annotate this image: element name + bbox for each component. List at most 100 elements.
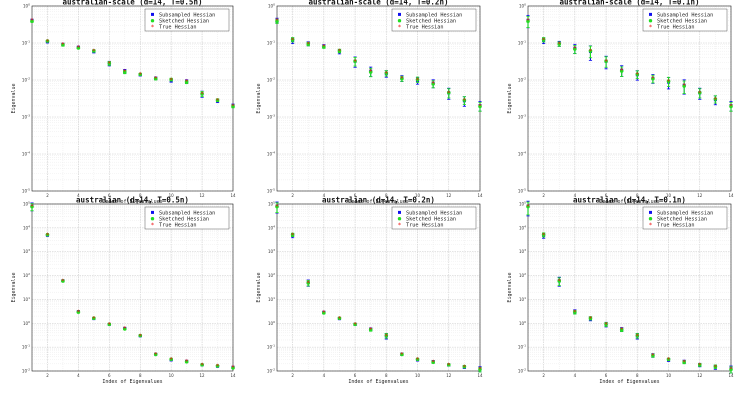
sketched-point [169,357,173,362]
plot-area [277,6,480,191]
legend-marker-sketched [397,19,402,23]
y-tick-label: 100 [519,320,526,326]
sketched-point [306,42,311,46]
sketched-point [619,327,624,332]
true-point: * [354,58,357,65]
true-point: * [139,333,142,340]
legend-box [391,8,477,32]
true-point: * [338,48,341,55]
sketched-point [169,77,173,82]
y-tick-label: 103 [23,248,30,254]
sketched-point [635,72,640,77]
sketched-point [384,333,389,338]
true-point: * [232,365,235,372]
y-tick-label: 100 [268,320,275,326]
legend-marker-subsampled [398,210,401,214]
y-axis-label: Eigenvalue [507,272,513,302]
true-point: * [400,351,403,358]
true-point: * [714,96,717,103]
true-point: * [636,72,639,79]
y-tick-label: 104 [519,224,526,230]
x-tick-label: 6 [354,373,357,378]
legend-box [391,206,477,230]
sketched-point [30,19,34,24]
y-tick-label: 104 [268,224,275,230]
true-point: * [170,77,173,84]
sketched-point [337,316,342,321]
true-point: * [354,321,357,328]
true-point: * [651,75,654,82]
x-tick-label: 2 [542,193,545,198]
y-tick-label: 105 [268,201,275,207]
legend-marker-true: * [398,24,401,31]
y-tick-label: 10-2 [518,77,526,83]
chart-panel-3: 10-5 10-4 10-3 10-2 10-1 100 2 4 6 8 10 12 14 austral… [507,0,734,205]
x-tick-label: 14 [230,193,236,198]
y-axis-label: Eigenvalue [256,272,262,302]
axes-frame [276,5,481,192]
legend-marker-subsampled [151,12,154,16]
x-tick-label: 12 [200,193,206,198]
true-point: * [369,68,372,75]
axes-frame [527,203,732,372]
x-tick-label: 8 [139,193,142,198]
sketched-point [462,364,467,369]
true-point: * [385,70,388,77]
true-point: * [636,333,639,340]
sketched-point [588,49,593,53]
true-point: * [432,359,435,366]
x-tick-label: 6 [108,193,111,198]
legend-label: Subsampled Hessian [657,210,713,216]
true-point: * [77,309,80,316]
sketched-point [107,322,112,327]
x-tick-label: 4 [574,373,577,378]
sketched-point [713,364,718,369]
sketched-point [446,90,451,95]
x-tick-label: 4 [323,193,326,198]
y-tick-label: 10-2 [22,368,30,374]
true-point: * [123,326,126,333]
chart-title: australian (d=14, T=0.5n) [76,196,189,205]
legend-label: True Hessian [159,25,196,31]
legend-label: Sketched Hessian [159,19,209,25]
y-tick-label: 100 [268,3,275,9]
sketched-point [30,204,34,209]
sketched-point [682,84,686,88]
legend-marker-subsampled [151,210,154,214]
true-point: * [683,359,686,366]
legend-marker-sketched [397,217,402,221]
y-tick-label: 105 [23,201,30,207]
true-point: * [432,81,435,88]
true-point: * [573,46,576,53]
legend-marker-sketched [150,19,155,23]
y-tick-label: 10-2 [22,77,30,83]
sketched-point [729,104,733,109]
x-tick-label: 14 [728,373,734,378]
true-point: * [605,321,608,328]
sketched-point [122,327,127,331]
true-point: * [61,278,64,285]
true-point: * [216,97,219,104]
true-point: * [683,83,686,90]
legend-label: Sketched Hessian [406,217,456,223]
sketched-point [557,42,562,46]
sketched-point [431,82,435,86]
sketched-point [697,90,702,95]
sketched-point [337,49,342,53]
true-point: * [400,75,403,82]
y-tick-label: 10-1 [518,40,526,46]
y-tick-label: 10-4 [267,151,275,157]
axes-frame [276,203,481,372]
true-point: * [338,315,341,322]
chart-title: australian (d=14, T=0.1n) [573,196,686,205]
x-axis-label: Index of Eigenvalues [599,379,659,385]
legend-label: True Hessian [159,223,196,229]
true-point: * [307,280,310,287]
x-tick-label: 8 [636,193,639,198]
x-axis-label: Index of Eigenvalues [348,199,408,205]
y-tick-label: 102 [268,272,275,278]
